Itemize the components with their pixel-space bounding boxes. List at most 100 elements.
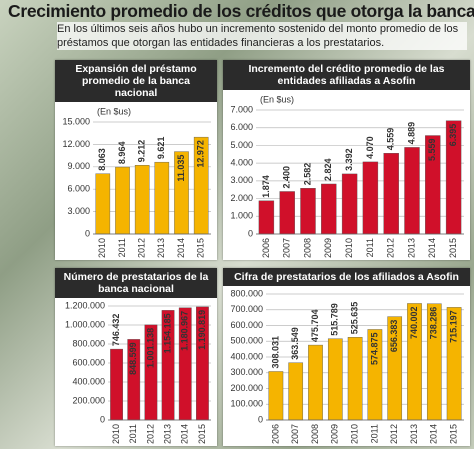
x-tick-label: 2015 xyxy=(196,238,206,258)
value-label: 1.180.967 xyxy=(180,311,190,351)
x-tick-label: 2006 xyxy=(270,424,280,444)
x-tick-label: 2007 xyxy=(290,424,300,444)
bar xyxy=(288,362,304,421)
unit-label: (En $us) xyxy=(97,106,131,116)
x-tick-label: 2009 xyxy=(323,238,333,258)
x-tick-label: 2011 xyxy=(117,238,127,257)
y-tick-label: 300.000 xyxy=(230,367,263,377)
value-label: 363.549 xyxy=(290,327,300,360)
y-tick-label: 7.000 xyxy=(230,104,253,114)
y-tick-label: 0 xyxy=(100,414,105,424)
y-tick-label: 12.000 xyxy=(62,139,90,149)
value-label: 740.002 xyxy=(409,306,419,339)
y-tick-label: 400.000 xyxy=(72,376,105,386)
y-tick-label: 0 xyxy=(85,228,90,238)
x-tick-label: 2007 xyxy=(282,238,292,258)
value-label: 3.392 xyxy=(344,148,354,171)
x-tick-label: 2008 xyxy=(302,238,312,258)
y-tick-label: 5.000 xyxy=(230,140,253,150)
chart: 0 100.000 200.000 300.000 400.000 500.000 600.… xyxy=(230,288,464,444)
x-tick-label: 2014 xyxy=(176,238,186,258)
x-tick-label: 2012 xyxy=(137,238,147,258)
bar xyxy=(404,147,420,235)
y-tick-label: 200.000 xyxy=(72,395,105,405)
x-tick-label: 2010 xyxy=(344,238,354,258)
value-label: 656.383 xyxy=(389,320,399,353)
y-tick-label: 3.000 xyxy=(230,175,253,185)
bar xyxy=(300,188,316,235)
x-tick-label: 2011 xyxy=(365,238,375,257)
bar xyxy=(383,153,399,235)
y-tick-label: 6.000 xyxy=(67,184,90,194)
value-label: 574.875 xyxy=(369,332,379,365)
x-tick-label: 2011 xyxy=(369,424,379,443)
chart: (En $us) 0 3.000 6.000 9.000 12.000 15.000 8.06… xyxy=(62,106,211,258)
y-tick-label: 1.200.000 xyxy=(65,300,105,310)
value-label: 4.559 xyxy=(386,128,396,151)
bar xyxy=(321,183,337,235)
x-tick-label: 2009 xyxy=(330,424,340,444)
chart-panel: Número de prestatarios de la banca nacio… xyxy=(55,268,217,446)
x-tick-label: 2010 xyxy=(97,238,107,258)
x-tick-label: 2015 xyxy=(197,424,207,444)
x-tick-label: 2012 xyxy=(386,238,396,258)
chart-title: Expansión del préstamo promedio de la ba… xyxy=(55,60,217,102)
x-tick-label: 2014 xyxy=(429,424,439,444)
value-label: 746.432 xyxy=(111,314,121,347)
x-tick-label: 2015 xyxy=(448,424,458,444)
value-label: 5.559 xyxy=(427,139,437,162)
y-tick-label: 600.000 xyxy=(72,357,105,367)
chart-title: Número de prestatarios de la banca nacio… xyxy=(55,268,217,298)
y-tick-label: 6.000 xyxy=(230,122,253,132)
value-label: 2.824 xyxy=(323,158,333,181)
value-label: 4.889 xyxy=(406,122,416,145)
value-label: 1.874 xyxy=(261,175,271,198)
x-tick-label: 2013 xyxy=(162,424,172,444)
unit-label: (En $us) xyxy=(260,94,294,104)
bar xyxy=(347,337,363,421)
y-tick-label: 700.000 xyxy=(230,304,263,314)
bar xyxy=(279,191,295,235)
y-tick-label: 4.000 xyxy=(230,158,253,168)
y-tick-label: 1.000 xyxy=(230,211,253,221)
chart: (En $us) 0 1.000 2.000 3.000 4.000 5.000 6.000 7… xyxy=(230,94,464,258)
bar xyxy=(258,200,275,235)
y-tick-label: 2.000 xyxy=(230,193,253,203)
x-tick-label: 2013 xyxy=(406,238,416,258)
chart: 0 200.000 400.000 600.000 800.000 1.000.000 1.… xyxy=(65,300,211,444)
bar xyxy=(341,173,358,235)
x-tick-label: 2010 xyxy=(349,424,359,444)
value-label: 11.035 xyxy=(176,155,186,182)
chart-title: Incremento del crédito promedio de las e… xyxy=(223,60,470,90)
chart-panel: Expansión del préstamo promedio de la ba… xyxy=(55,60,217,260)
value-label: 308.031 xyxy=(270,336,280,369)
y-tick-label: 1.000.000 xyxy=(65,319,105,329)
value-label: 6.395 xyxy=(448,124,458,147)
y-tick-label: 800.000 xyxy=(72,338,105,348)
bar xyxy=(95,173,111,235)
value-label: 8.964 xyxy=(117,142,127,165)
value-label: 2.582 xyxy=(302,163,312,186)
value-label: 515.789 xyxy=(330,303,340,336)
y-tick-label: 800.000 xyxy=(230,288,263,298)
x-tick-label: 2013 xyxy=(409,424,419,444)
value-label: 715.197 xyxy=(448,310,458,343)
y-tick-label: 9.000 xyxy=(67,161,90,171)
page-subtitle: En los últimos seis años hubo un increme… xyxy=(57,22,467,50)
value-label: 1.154.185 xyxy=(162,313,172,353)
value-label: 1.001.138 xyxy=(145,328,155,368)
bar xyxy=(134,165,150,235)
x-tick-label: 2015 xyxy=(448,238,458,258)
x-tick-label: 2012 xyxy=(389,424,399,444)
y-tick-label: 500.000 xyxy=(230,336,263,346)
value-label: 848.599 xyxy=(128,342,138,375)
value-label: 738.286 xyxy=(429,307,439,340)
y-tick-label: 0 xyxy=(258,414,263,424)
bar xyxy=(115,166,130,235)
chart-panel: Incremento del crédito promedio de las e… xyxy=(223,60,470,260)
value-label: 9.212 xyxy=(137,140,147,163)
value-label: 2.400 xyxy=(282,166,292,189)
x-tick-label: 2013 xyxy=(156,238,166,258)
y-tick-label: 0 xyxy=(248,228,253,238)
